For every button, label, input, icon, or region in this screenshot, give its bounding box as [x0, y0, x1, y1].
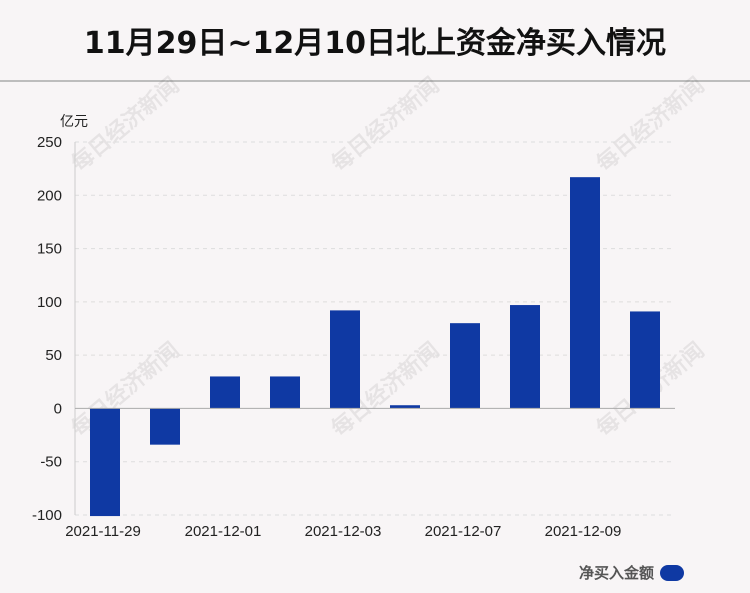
- x-tick-label: 2021-12-03: [305, 523, 382, 540]
- watermark: 每日经济新闻: [592, 72, 710, 177]
- bar: [450, 323, 480, 409]
- y-tick-label: 250: [37, 134, 62, 151]
- y-axis-label: 亿元: [60, 114, 88, 130]
- bar: [390, 405, 420, 409]
- x-tick-label: 2021-12-07: [425, 523, 502, 540]
- bar: [570, 177, 600, 409]
- y-tick-label: 150: [37, 241, 62, 258]
- legend: 净买入金额: [579, 562, 684, 583]
- x-tick-label: 2021-11-29: [65, 523, 141, 540]
- chart-title: 11月29日~12月10日北上资金净买入情况: [83, 26, 667, 61]
- bar: [510, 305, 540, 409]
- y-tick-label: 50: [45, 347, 62, 364]
- bar: [210, 376, 240, 409]
- legend-label: 净买入金额: [578, 564, 654, 582]
- bar: [630, 311, 660, 409]
- bar: [150, 408, 180, 445]
- y-tick-label: 200: [37, 187, 62, 204]
- legend-swatch: [660, 564, 684, 581]
- bar: [90, 408, 120, 517]
- y-tick-label: -50: [40, 454, 62, 471]
- bar: [330, 310, 360, 409]
- y-tick-label: 100: [37, 294, 62, 311]
- x-tick-label: 2021-12-01: [185, 523, 262, 540]
- bar: [270, 376, 300, 409]
- y-tick-label: 0: [54, 400, 62, 417]
- y-tick-label: -100: [32, 507, 62, 524]
- watermark: 每日经济新闻: [327, 72, 445, 177]
- title-divider: [0, 80, 750, 82]
- x-tick-label: 2021-12-09: [545, 523, 622, 540]
